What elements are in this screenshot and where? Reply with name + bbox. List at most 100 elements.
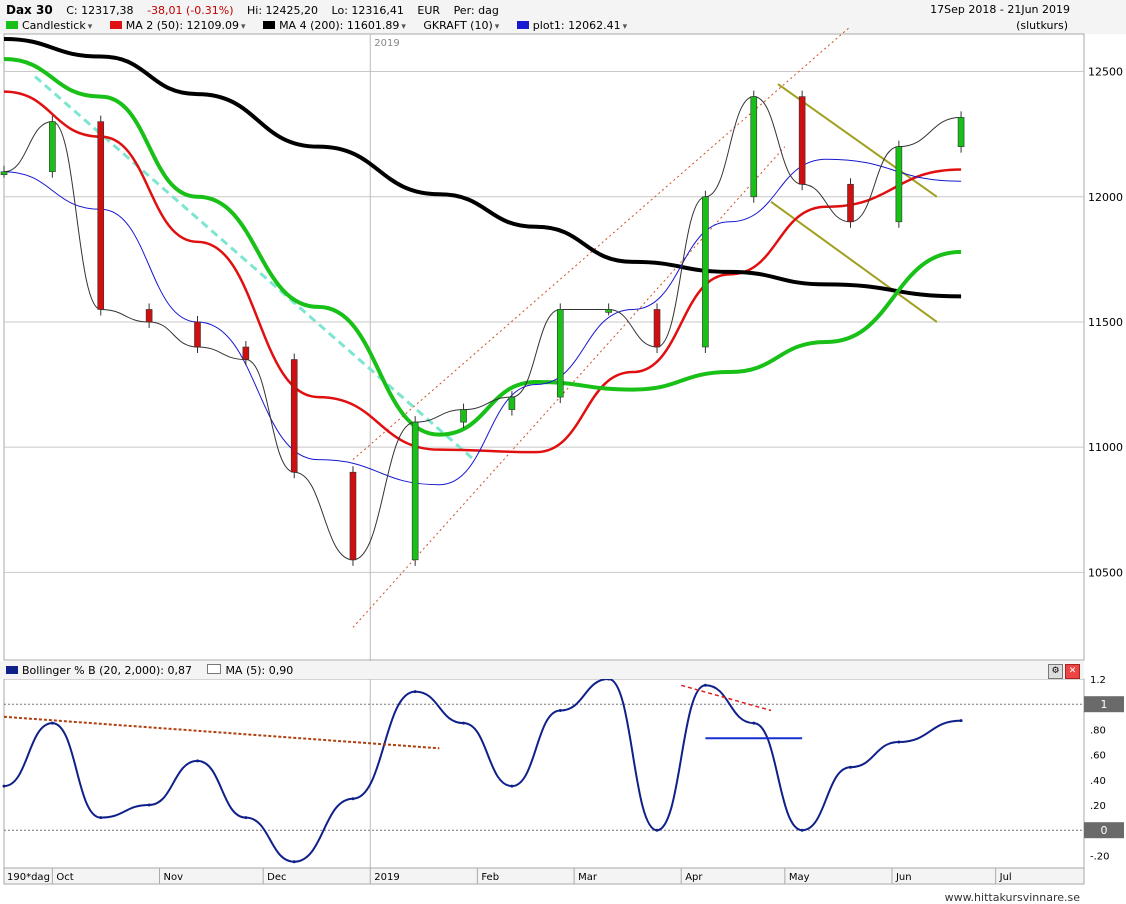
bollinger-point — [800, 828, 804, 832]
candle — [49, 121, 56, 173]
candle — [411, 421, 419, 561]
currency-label: EUR — [417, 4, 441, 17]
legend-ma50[interactable]: MA 2 (50): 12109.09 ▾ — [109, 19, 246, 32]
bollinger-point — [292, 860, 296, 864]
period-label: Per: dag — [453, 4, 499, 17]
legend-ma200[interactable]: MA 4 (200): 11601.89 ▾ — [263, 19, 406, 32]
bollinger-point — [703, 683, 707, 687]
chevron-down-icon[interactable]: ▾ — [87, 22, 93, 32]
x-tick-label: Dec — [267, 872, 286, 883]
y-tick-label: 10500 — [1088, 566, 1123, 579]
bollinger-tick-label: 0 — [1101, 824, 1108, 837]
low-value: Lo: 12316,41 — [331, 4, 404, 17]
candle — [605, 309, 612, 313]
legend-candlestick[interactable]: Candlestick ▾ — [6, 19, 92, 32]
bollinger-tick-label: 1.2 — [1090, 675, 1106, 686]
legend-label: Candlestick — [22, 19, 86, 32]
overlay-line-ma-2-50- — [3, 90, 962, 454]
chart-header: Dax 30 C: 12317,38 -38,01 (-0.31%) Hi: 1… — [0, 0, 1126, 34]
legend-swatch — [6, 666, 18, 674]
bollinger-point — [244, 816, 248, 820]
bollinger-title: Bollinger % B (20, 2,000): 0,87 — [22, 664, 192, 677]
bollinger-tick-label: .20 — [1090, 801, 1106, 812]
bollinger-trend-line — [3, 715, 440, 750]
bollinger-header — [0, 661, 1084, 679]
panel-icons: ⚙ ✕ — [1046, 663, 1080, 679]
chevron-down-icon[interactable]: ▾ — [622, 22, 628, 32]
legend-swatch — [6, 21, 18, 29]
candle — [508, 396, 516, 410]
candle — [145, 309, 153, 323]
y-tick-label: 11500 — [1088, 316, 1123, 329]
y-tick-label: 12000 — [1088, 191, 1123, 204]
site-credit: www.hittakursvinnare.se — [944, 891, 1080, 904]
x-axis-band — [3, 867, 1085, 885]
x-tick-label: 2019 — [374, 872, 399, 883]
x-tick-label: Feb — [481, 872, 499, 883]
candle — [460, 409, 467, 423]
settings-icon[interactable]: ⚙ — [1048, 664, 1063, 679]
candle — [0, 171, 8, 176]
candle — [242, 346, 250, 360]
bollinger-divergence-arrow — [681, 684, 772, 712]
change-value: -38,01 (-0.31%) — [147, 4, 234, 17]
candle — [556, 309, 564, 398]
candle — [798, 96, 806, 185]
downtrend-line — [34, 75, 475, 461]
chevron-down-icon[interactable]: ▾ — [401, 22, 406, 32]
candle — [957, 117, 965, 147]
chevron-down-icon[interactable]: ▾ — [241, 22, 246, 32]
bollinger-ref-badge — [1084, 696, 1124, 713]
bollinger-point — [959, 719, 963, 723]
legend-plot1[interactable]: plot1: 12062.41 ▾ — [516, 19, 628, 32]
legend-label: plot1: 12062.41 — [532, 19, 621, 32]
bollinger-plot-area — [3, 678, 1085, 869]
price-type: (slutkurs) — [1016, 19, 1068, 32]
close-value: C: 12317,38 — [66, 4, 134, 17]
x-period-label: 190*dag — [7, 872, 50, 883]
bollinger-ma-label: MA (5): 0,90 — [225, 664, 294, 677]
bollinger-point — [147, 803, 151, 807]
high-value: Hi: 12425,20 — [247, 4, 319, 17]
bollinger-point — [50, 721, 54, 725]
candle — [97, 121, 105, 310]
candle — [702, 196, 709, 348]
bollinger-point — [99, 816, 103, 820]
legend-swatch — [516, 21, 529, 29]
bollinger-tick-label: .40 — [1090, 776, 1106, 787]
bollinger-point — [510, 784, 514, 788]
date-range: 17Sep 2018 - 21Jun 2019 — [930, 3, 1070, 16]
candle — [290, 359, 298, 473]
bollinger-point — [351, 797, 355, 801]
candle — [653, 309, 661, 348]
legend-swatch — [207, 664, 222, 674]
chevron-down-icon[interactable]: ▾ — [494, 22, 500, 32]
bollinger-tick-label: -.20 — [1090, 851, 1110, 862]
candle — [194, 321, 201, 348]
wedge-lower — [770, 200, 938, 323]
close-icon[interactable]: ✕ — [1065, 664, 1080, 679]
bollinger-legend: Bollinger % B (20, 2,000): 0,87 MA (5): … — [6, 664, 293, 677]
x-tick-label: May — [789, 872, 810, 883]
bollinger-point — [558, 709, 562, 712]
bollinger-point — [849, 765, 853, 769]
symbol-title: Dax 30 — [6, 3, 53, 17]
bollinger-point — [655, 828, 659, 832]
overlay-line-ma-4-200- — [3, 37, 962, 299]
overlay-line-ma-100 — [3, 57, 962, 437]
bollinger-tick-label: .80 — [1090, 725, 1106, 736]
x-tick-label: Nov — [163, 872, 183, 883]
bollinger-line — [3, 677, 962, 863]
bollinger-tick-label: .60 — [1090, 751, 1106, 762]
legend-gkraft[interactable]: GKRAFT (10) ▾ — [423, 19, 499, 32]
legend-swatch — [109, 21, 122, 29]
y-tick-label: 12500 — [1088, 66, 1123, 79]
bollinger-tick-label: 1 — [1101, 698, 1108, 711]
bollinger-point — [752, 721, 756, 725]
x-tick-label: Apr — [685, 872, 703, 883]
y-tick-label: 11000 — [1088, 441, 1123, 454]
quote-row: Dax 30 C: 12317,38 -38,01 (-0.31%) Hi: 1… — [6, 3, 509, 17]
x-tick-label: Jun — [895, 872, 912, 883]
price-plot-area — [3, 33, 1085, 661]
